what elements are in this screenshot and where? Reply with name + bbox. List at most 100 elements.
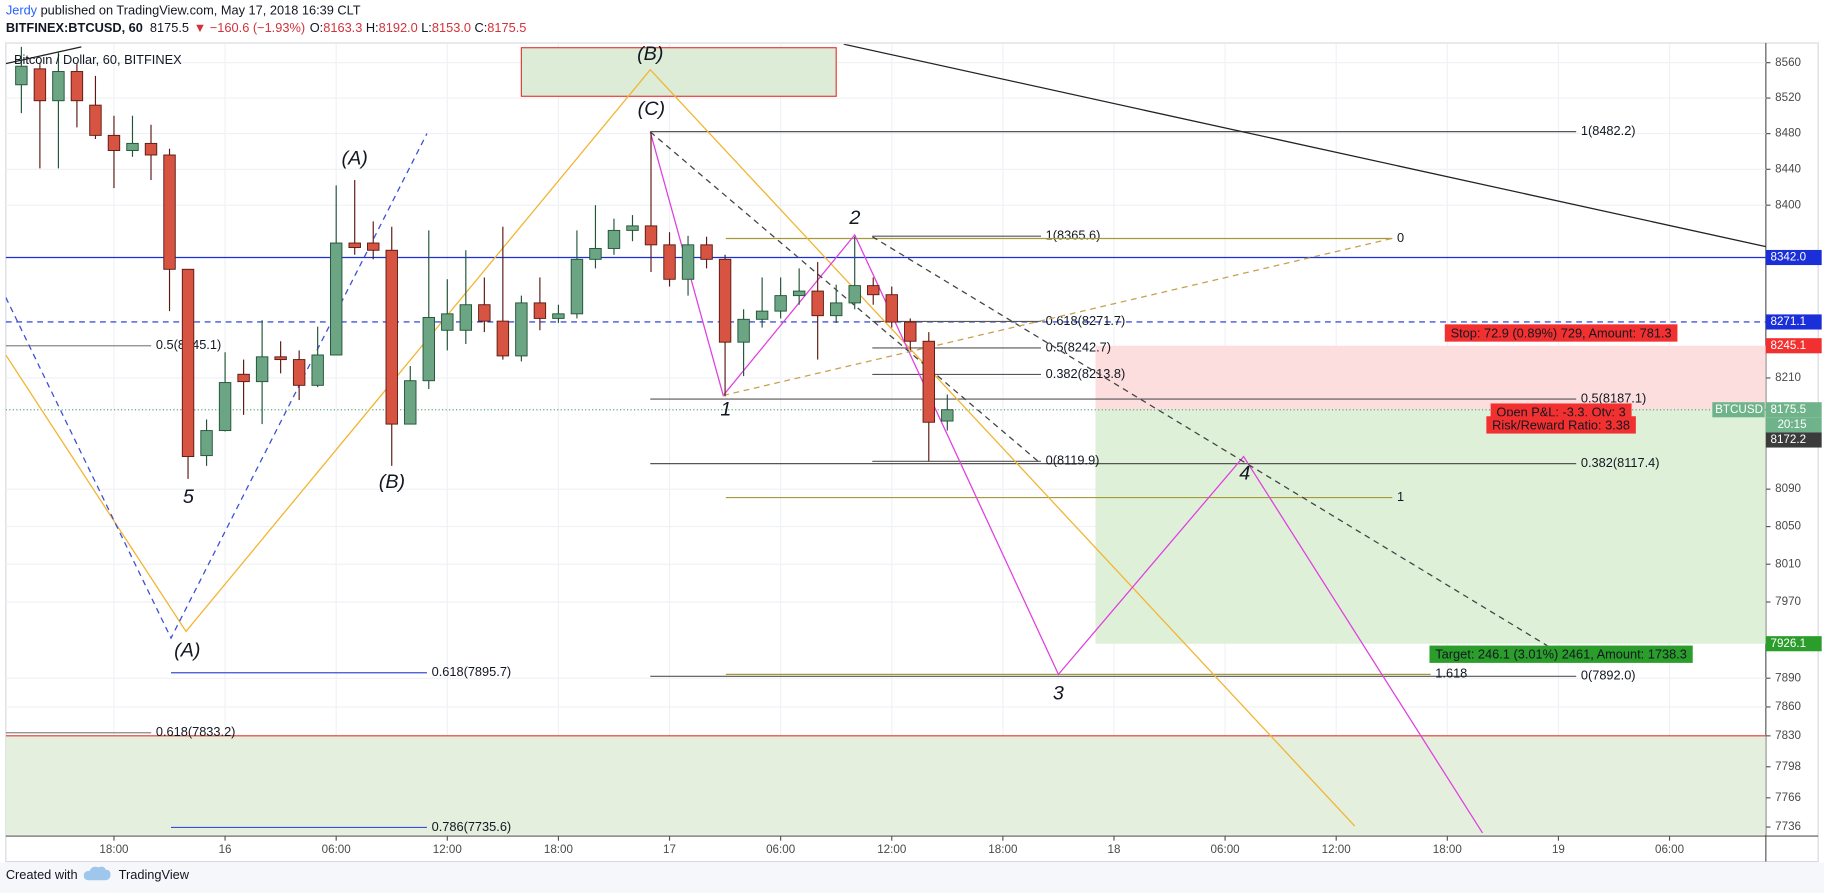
drawing-line xyxy=(843,44,1766,248)
candle-body xyxy=(218,382,232,432)
fib-label: 0.5(8187.1) xyxy=(1581,390,1646,405)
candle-body xyxy=(496,320,510,357)
candle-body xyxy=(200,430,213,457)
fib-label: 0(7892.0) xyxy=(1581,668,1636,683)
y-tick-label: 8050 xyxy=(1775,520,1801,533)
candle-body xyxy=(515,302,528,357)
fib-label: 0.5(8242.7) xyxy=(1046,339,1111,354)
header-line: Jerdy published on TradingView.com, May 1… xyxy=(6,3,361,18)
x-tick-label: 12:00 xyxy=(433,843,463,856)
wave-label: (C) xyxy=(638,98,665,120)
wave-label: 3 xyxy=(1053,683,1064,705)
countdown: 20:15 xyxy=(1777,418,1806,431)
price-label-box xyxy=(1765,314,1822,330)
fib-label: 0.618(7895.7) xyxy=(432,664,512,679)
y-tick-label: 8090 xyxy=(1775,482,1801,495)
candle-body xyxy=(70,71,84,102)
support-zone xyxy=(5,735,1766,835)
footer-text: Created with xyxy=(6,867,78,882)
symbol-tag: BTCUSD xyxy=(1715,403,1763,416)
fib-label: 1(8365.6) xyxy=(1046,228,1101,243)
rr-label: Risk/Reward Ratio: 3.38 xyxy=(1492,417,1630,432)
candle-body xyxy=(829,302,843,317)
candle-body xyxy=(163,154,176,270)
fib-label: 0.618(8271.7) xyxy=(1046,313,1126,328)
candle-body xyxy=(144,142,158,156)
y-tick-label: 8210 xyxy=(1775,371,1801,384)
candle-body xyxy=(33,68,47,102)
candle-body xyxy=(792,290,806,297)
candle-body xyxy=(274,356,287,361)
wave-label: 5 xyxy=(183,486,195,508)
ohlc-key: L: xyxy=(421,20,432,35)
candle-body xyxy=(329,242,343,356)
x-tick-label: 18:00 xyxy=(988,843,1018,856)
rr-label-box xyxy=(1486,416,1636,434)
candle-body xyxy=(867,285,880,296)
price-label: 8271.1 xyxy=(1770,315,1806,328)
brand-logo xyxy=(83,866,111,881)
y-tick-label: 7890 xyxy=(1775,671,1801,684)
fib-label: 1 xyxy=(1397,489,1404,504)
chart-frame xyxy=(5,42,1819,863)
candle-body xyxy=(681,244,695,280)
candle-body xyxy=(126,142,139,152)
price-label: 8172.2 xyxy=(1770,433,1806,446)
symbol-line: BITFINEX:BTCUSD, 60 8175.5 ▼ −160.6 (−1.93… xyxy=(6,20,527,35)
x-tick-label: 12:00 xyxy=(877,843,907,856)
stop-label: Stop: 72.9 (0.89%) 729, Amount: 781.3 xyxy=(1451,325,1672,340)
candle-body xyxy=(700,244,713,260)
countdown-box xyxy=(1765,417,1822,433)
price-label-box xyxy=(1765,402,1822,418)
candle-body xyxy=(904,321,917,342)
candle-body xyxy=(348,242,361,249)
candle-body xyxy=(941,409,954,422)
target-label-box xyxy=(1429,645,1693,663)
price-label: 7926.1 xyxy=(1770,637,1806,650)
y-tick-label: 7860 xyxy=(1775,700,1801,713)
candle-body xyxy=(255,356,269,383)
axes: 8560 8520 8480 8440 8400 8210 8090 8050 8010 7970… xyxy=(99,56,1822,856)
x-tick-label: 18:00 xyxy=(544,843,574,856)
x-tick-label: 18:00 xyxy=(99,843,129,856)
x-tick-label: 06:00 xyxy=(322,843,352,856)
candle-body xyxy=(292,359,306,386)
y-tick-label: 8400 xyxy=(1775,198,1801,211)
plot-area: 1(8482.2) 0.5(8187.1) 0.382(8117.4) 0(7892.… xyxy=(5,44,1766,835)
author-link[interactable]: Jerdy xyxy=(6,3,38,18)
symbol-tag-box xyxy=(1712,402,1765,418)
candle-body xyxy=(589,247,602,260)
ohlc-value: 8163.3 xyxy=(323,20,362,35)
candle-body xyxy=(626,225,639,231)
chart-title: Bitcoin / Dollar, 60, BITFINEX xyxy=(14,52,182,67)
x-tick-label: 06:00 xyxy=(1211,843,1241,856)
published-text: published on TradingView.com, May 17, 20… xyxy=(41,3,361,18)
candle-body xyxy=(107,134,121,152)
price-label: 8175.5 xyxy=(1770,403,1806,416)
candle-body xyxy=(422,317,435,382)
price-label-box xyxy=(1765,636,1822,652)
candle-body xyxy=(311,354,324,386)
wave-label: 4 xyxy=(1239,462,1250,484)
y-tick-label: 7798 xyxy=(1775,760,1801,773)
footer-bar xyxy=(0,862,1824,893)
ohlc-key: O: xyxy=(310,20,324,35)
candle-body xyxy=(644,225,658,246)
ohlc-value: 8192.0 xyxy=(379,20,418,35)
fib-label: 0.382(8213.8) xyxy=(1046,366,1126,381)
fib-label: 0(8119.9) xyxy=(1046,453,1100,468)
candle-body xyxy=(570,258,584,315)
y-tick-label: 7970 xyxy=(1775,595,1801,608)
wave-label: (A) xyxy=(342,148,368,170)
ohlc-key: H: xyxy=(366,20,379,35)
price-label-box xyxy=(1765,338,1822,354)
x-tick-label: 18 xyxy=(1108,843,1121,856)
y-tick-label: 8010 xyxy=(1775,557,1801,570)
fib-label: 0.786(7735.6) xyxy=(432,819,512,834)
y-tick-label: 8520 xyxy=(1775,91,1801,104)
wave-label: (B) xyxy=(379,471,405,493)
candle-body xyxy=(52,71,65,102)
brand-link[interactable]: TradingView xyxy=(119,867,190,882)
candle-body xyxy=(237,373,250,383)
ohlc-value: 8175.5 xyxy=(487,20,526,35)
